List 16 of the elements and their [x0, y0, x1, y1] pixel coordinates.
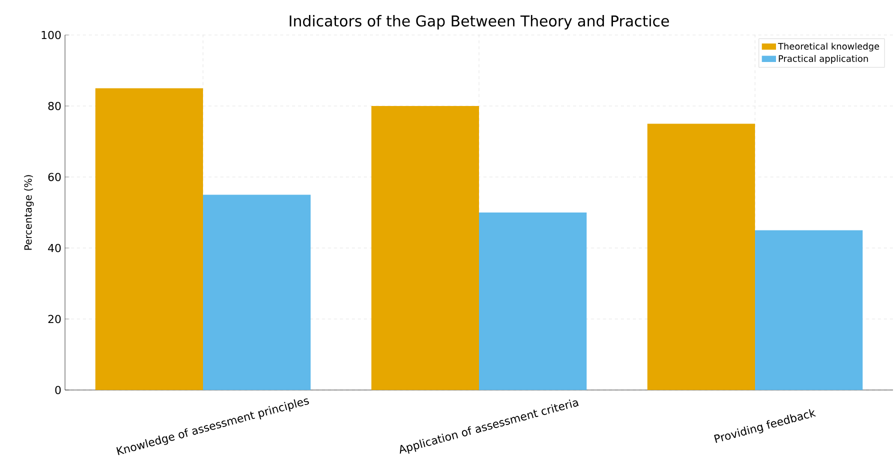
y-tick-label: 0: [55, 386, 61, 394]
y-tick-label: 100: [42, 30, 61, 40]
chart-title: Indicators of the Gap Between Theory and Practice: [290, 15, 669, 30]
legend-label: Theoretical knowledge: [778, 42, 880, 52]
bar: [755, 230, 863, 390]
y-axis-title: Percentage (%): [24, 175, 34, 250]
legend-label: Practical application: [778, 55, 868, 64]
bar: [203, 194, 311, 390]
y-tick-label: 20: [48, 314, 61, 324]
bar: [479, 212, 587, 390]
bar: [371, 106, 480, 390]
y-tick-label: 60: [48, 172, 61, 182]
bar: [95, 88, 204, 390]
y-tick-label: 80: [48, 102, 61, 110]
y-tick-label: 40: [48, 244, 61, 252]
bar: [647, 124, 756, 390]
